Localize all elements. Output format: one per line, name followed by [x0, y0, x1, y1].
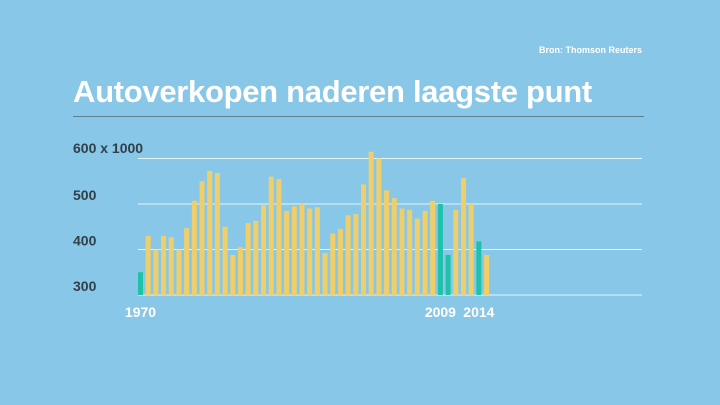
- page-title: Autoverkopen naderen laagste punt: [73, 74, 592, 109]
- bar-2009: [437, 204, 443, 295]
- bar-2007: [422, 210, 428, 295]
- bar-2000: [368, 151, 374, 295]
- bar-2013: [468, 204, 474, 295]
- bar-1998: [353, 214, 359, 295]
- bar-1982: [230, 254, 236, 295]
- bar-2010: [445, 254, 451, 295]
- bar-1992: [307, 208, 313, 295]
- bar-1973: [161, 235, 167, 295]
- bar-1970: [138, 272, 143, 295]
- bar-1985: [253, 220, 259, 295]
- x-tick-label-1970: 1970: [125, 304, 156, 320]
- bar-1989: [284, 210, 290, 295]
- y-tick-label-500: 500: [73, 187, 97, 203]
- title-divider: [73, 116, 644, 117]
- bar-1993: [314, 207, 320, 295]
- bar-1972: [153, 249, 159, 295]
- bar-2001: [376, 158, 382, 295]
- bar-2015: [484, 254, 490, 295]
- bar-1978: [199, 181, 205, 295]
- bar-1975: [176, 249, 182, 295]
- bar-1983: [237, 247, 243, 295]
- bar-1977: [191, 200, 197, 295]
- bar-1979: [207, 170, 213, 295]
- bar-1999: [361, 184, 367, 295]
- bar-2002: [384, 190, 390, 295]
- bar-2014: [476, 241, 482, 295]
- bar-2004: [399, 208, 405, 295]
- source-label: Bron: Thomson Reuters: [538, 45, 642, 55]
- bar-2003: [391, 198, 397, 295]
- bar-1971: [145, 235, 151, 295]
- bar-2005: [407, 209, 413, 295]
- bar-2012: [460, 178, 466, 295]
- bar-1984: [245, 223, 251, 295]
- bar-1988: [276, 178, 282, 295]
- bar-1987: [268, 176, 274, 295]
- bar-2011: [453, 209, 459, 295]
- bar-2006: [414, 218, 420, 295]
- bar-1990: [291, 206, 297, 295]
- bar-1986: [261, 205, 267, 295]
- bar-1991: [299, 204, 305, 295]
- bar-1974: [168, 237, 174, 295]
- x-tick-label-2009: 2009: [425, 304, 456, 320]
- bar-1994: [322, 253, 328, 295]
- y-tick-label-300: 300: [73, 278, 97, 294]
- y-axis-unit-label: 600 x 1000: [73, 140, 144, 156]
- bar-2008: [430, 200, 436, 295]
- x-tick-label-2014: 2014: [463, 304, 494, 320]
- bar-1995: [330, 233, 336, 295]
- bar-1976: [184, 228, 190, 295]
- bar-1996: [337, 229, 343, 295]
- y-tick-label-400: 400: [73, 233, 97, 249]
- bar-1980: [214, 173, 220, 295]
- bar-1981: [222, 226, 228, 295]
- bar-1997: [345, 215, 351, 295]
